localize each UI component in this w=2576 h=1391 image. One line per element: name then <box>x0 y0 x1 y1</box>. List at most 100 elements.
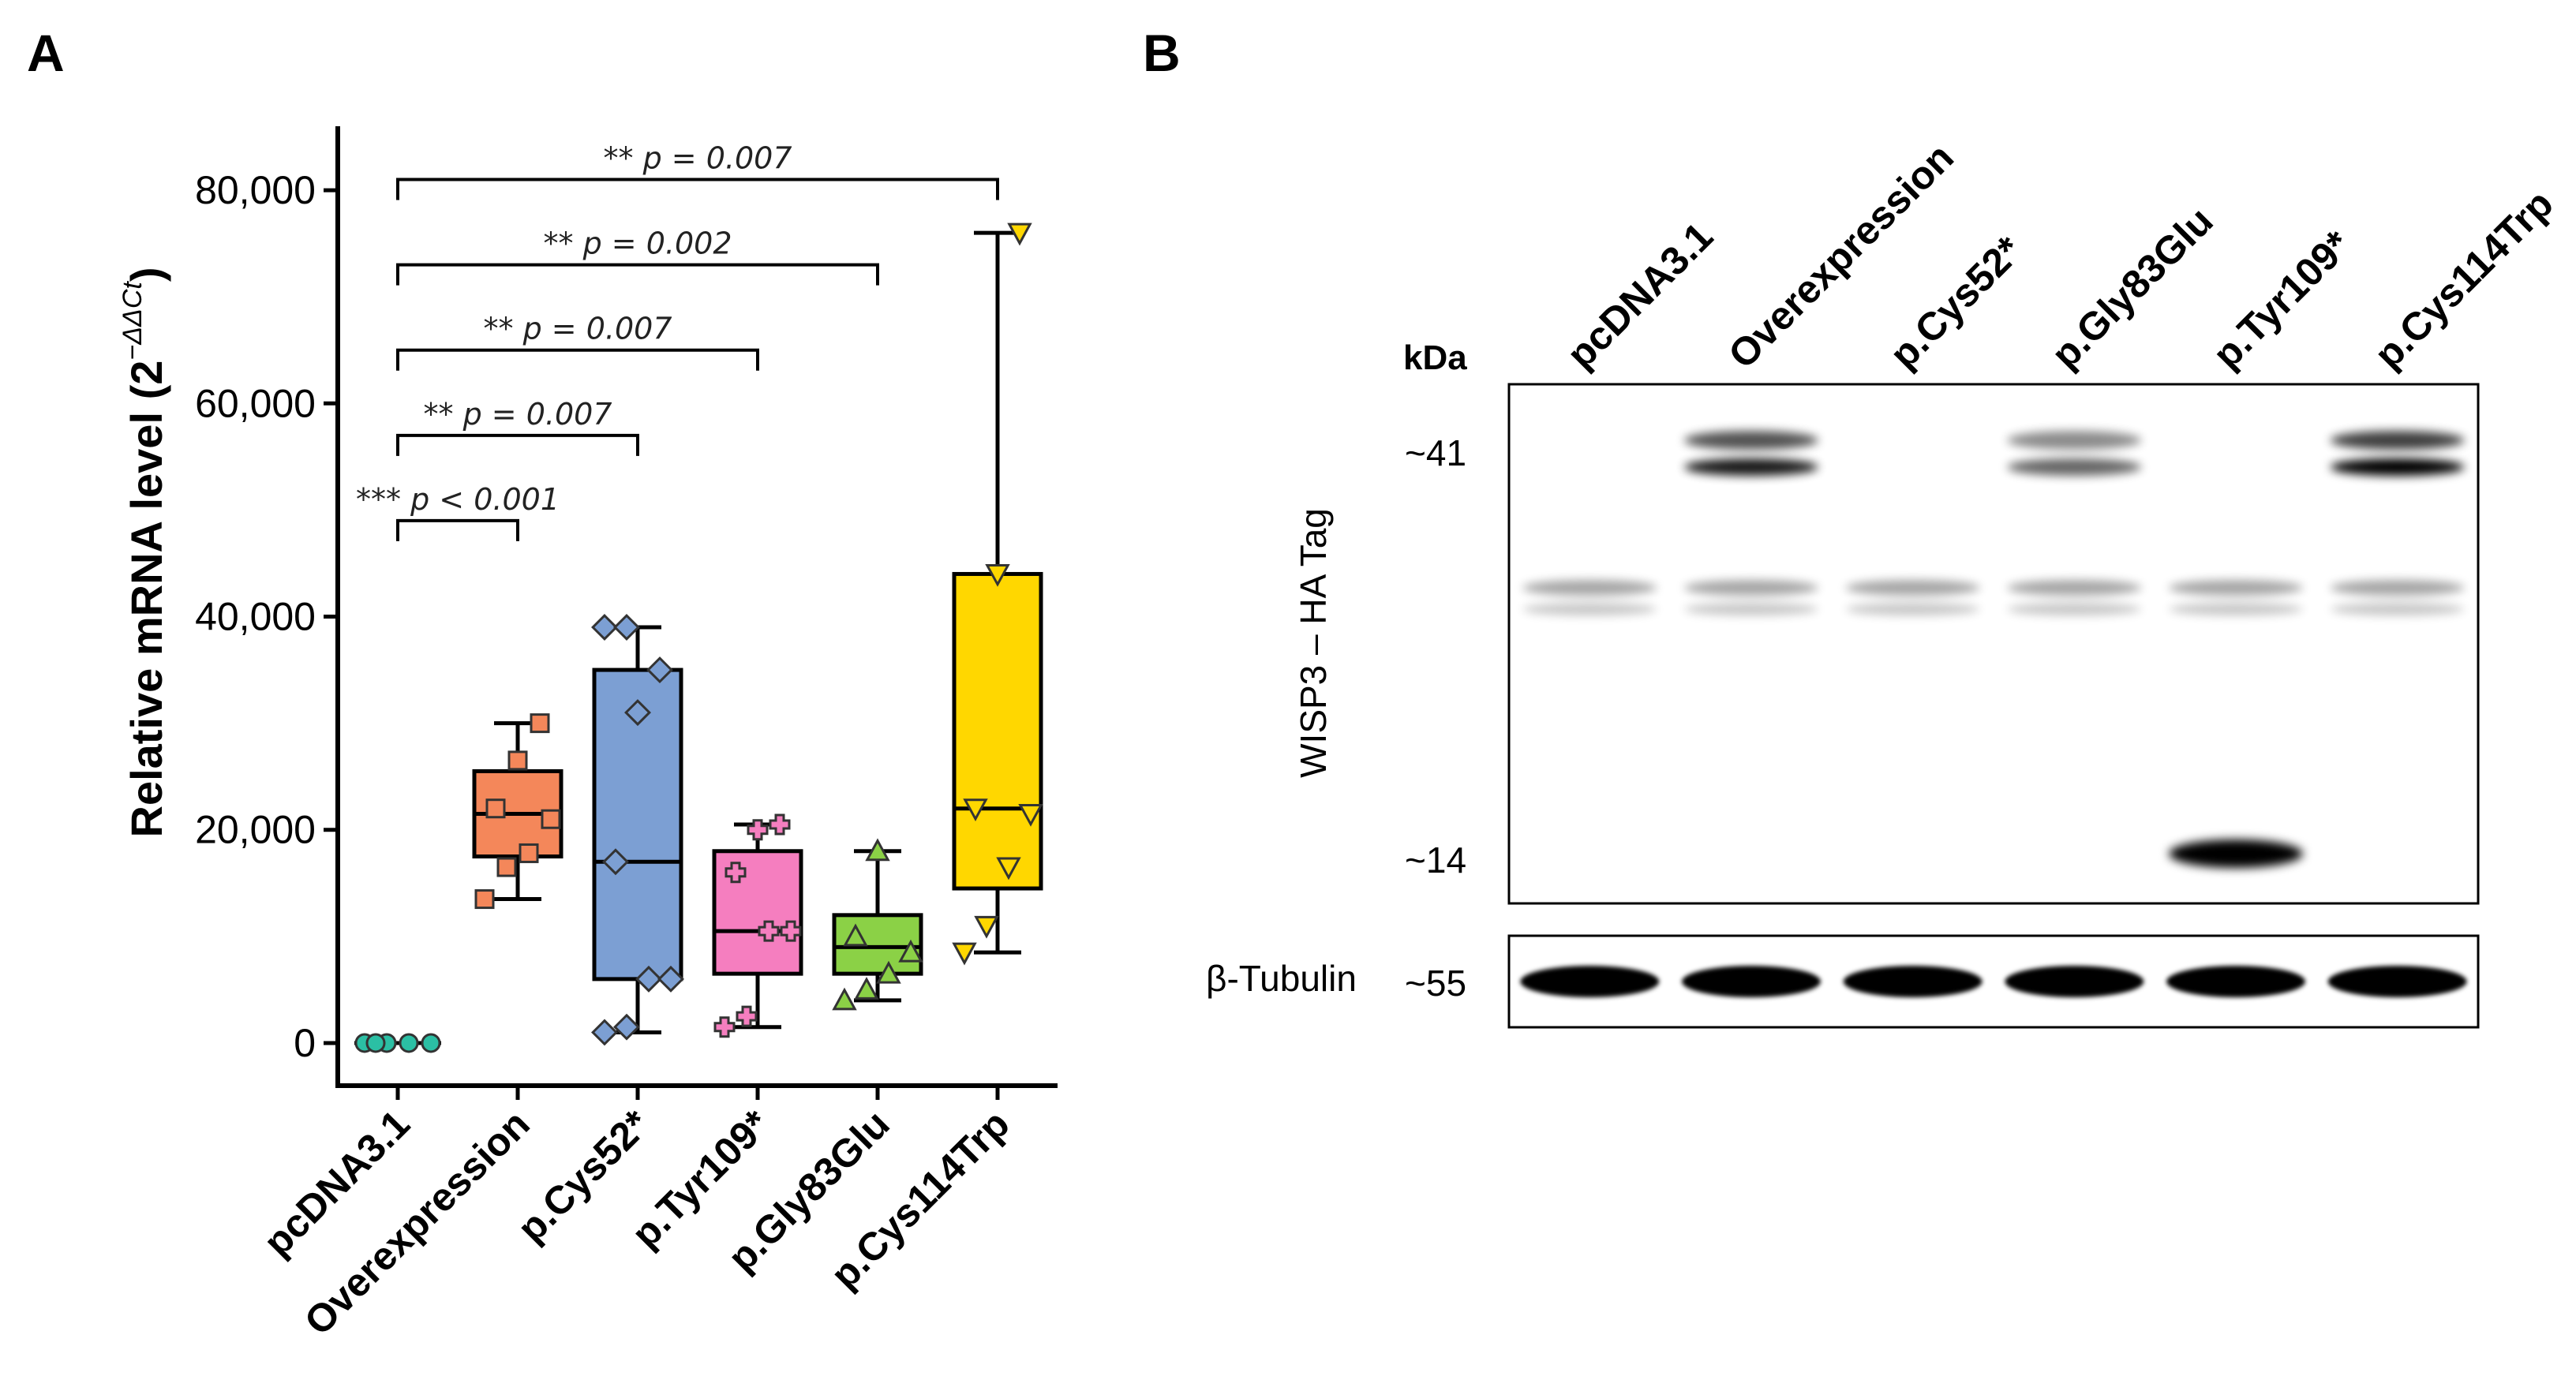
band <box>2007 580 2142 596</box>
bracket-line <box>396 433 639 456</box>
bracket-line <box>396 263 879 286</box>
y-axis-label: Relative mRNA level (2−ΔΔCt) <box>118 267 171 838</box>
iqr-box <box>832 913 923 976</box>
lane-label: p.Gly83Glu <box>2043 199 2222 377</box>
significance-stars: *** <box>356 482 410 517</box>
boxes-layer <box>354 222 1043 1053</box>
band <box>1684 603 1818 615</box>
data-point <box>769 813 791 836</box>
data-point <box>724 862 747 884</box>
data-point <box>613 614 640 641</box>
data-point <box>974 915 999 939</box>
comparison-0: *** p < 0.001 <box>356 482 560 541</box>
band <box>1845 603 1980 615</box>
data-point <box>736 1005 758 1027</box>
band <box>2007 603 2142 615</box>
data-point <box>898 939 923 963</box>
marker-14: ~14 <box>1405 839 1466 881</box>
data-point <box>963 798 988 822</box>
band <box>1684 431 1818 450</box>
blot-panel-loading <box>1507 934 2480 1029</box>
data-point <box>519 843 539 863</box>
data-point <box>635 965 662 993</box>
y-tick-label: 20,000 <box>195 808 316 852</box>
lane-label: p.Tyr109* <box>2204 222 2360 377</box>
data-point <box>865 838 890 862</box>
significance-stars: ** <box>424 397 463 432</box>
data-point <box>657 965 684 993</box>
iqr-box <box>952 571 1043 891</box>
box-4 <box>832 838 923 1011</box>
lane-label: p.Cys52* <box>1881 227 2031 376</box>
y-axis-label-close: ) <box>122 267 171 282</box>
data-point <box>713 1016 736 1038</box>
comparison-4: ** p = 0.007 <box>396 141 999 200</box>
y-axis-label-superscript: −ΔΔCt <box>118 281 148 361</box>
significance-stars: ** <box>604 141 643 176</box>
data-point <box>876 960 901 984</box>
bracket-line <box>396 518 519 541</box>
data-point <box>474 889 495 910</box>
data-point <box>832 987 857 1011</box>
marker-41: ~41 <box>1405 432 1466 473</box>
data-point <box>591 614 618 641</box>
data-point <box>365 1033 386 1053</box>
band <box>2330 431 2465 450</box>
lane-label: pcDNA3.1 <box>1559 214 1722 377</box>
x-category-label: Overexpression <box>296 1101 538 1344</box>
band <box>2169 580 2303 596</box>
data-point <box>530 713 550 734</box>
data-point <box>485 798 506 819</box>
data-point <box>399 1033 419 1053</box>
data-point <box>646 656 673 684</box>
significance-stars: ** <box>544 226 583 261</box>
tubulin-band <box>1520 966 1660 997</box>
p-value-label: ** p = 0.007 <box>484 312 672 346</box>
band <box>1845 580 1980 596</box>
blot-bands <box>1522 431 2465 868</box>
data-point <box>591 1019 618 1046</box>
tubulin-band <box>2005 966 2144 997</box>
band <box>2169 603 2303 615</box>
tubulin-band <box>2166 966 2305 997</box>
box-3 <box>712 813 803 1038</box>
p-value-label: ** p = 0.007 <box>424 397 612 432</box>
kda-label: kDa <box>1403 338 1467 377</box>
tubulin-band <box>1682 966 1821 997</box>
significance-stars: ** <box>484 312 523 346</box>
data-point <box>758 920 780 942</box>
band <box>2007 458 2142 476</box>
band <box>1522 603 1657 615</box>
lane-label: p.Cys114Trp <box>2366 181 2562 377</box>
loading-label: β-Tubulin <box>1206 958 1357 999</box>
comparison-3: ** p = 0.002 <box>396 226 879 286</box>
data-point <box>541 809 561 829</box>
y-tick-label: 0 <box>294 1021 316 1065</box>
data-point <box>1018 803 1043 827</box>
data-point <box>854 977 879 1000</box>
data-point <box>613 1013 640 1041</box>
p-value-label: *** p < 0.001 <box>356 482 560 517</box>
tubulin-band <box>2327 966 2467 997</box>
y-tick-label: 60,000 <box>195 381 316 425</box>
data-point <box>421 1033 441 1053</box>
data-point <box>624 699 651 727</box>
band <box>1684 458 1818 476</box>
data-point <box>747 819 769 841</box>
data-point <box>507 750 528 771</box>
tubulin-bands <box>1520 966 2467 997</box>
panel-a-label: A <box>27 24 65 82</box>
data-point <box>996 857 1021 881</box>
panel-b-label: B <box>1143 24 1181 82</box>
tubulin-band <box>1843 966 1983 997</box>
p-value-text: p = 0.002 <box>582 226 732 261</box>
bracket-line <box>396 348 759 371</box>
box-2 <box>591 614 684 1046</box>
box-0 <box>354 1033 441 1053</box>
data-point <box>985 563 1010 587</box>
p-value-text: p = 0.007 <box>462 397 612 432</box>
p-value-text: p = 0.007 <box>642 141 792 176</box>
